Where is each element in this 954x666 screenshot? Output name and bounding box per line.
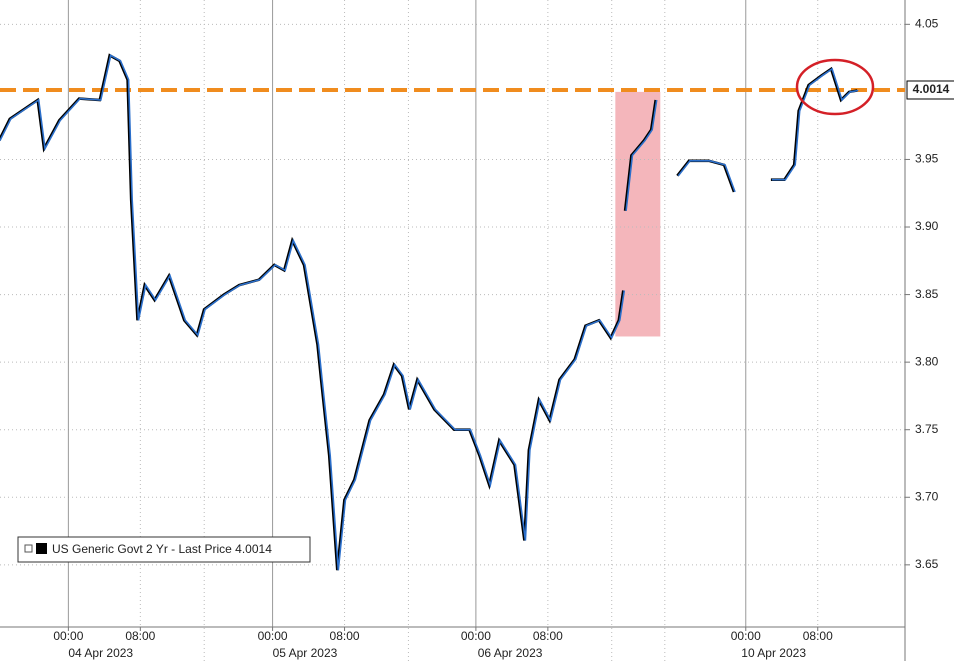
legend-label: US Generic Govt 2 Yr - Last Price 4.0014 bbox=[52, 542, 272, 556]
x-tick-label: 08:00 bbox=[125, 629, 155, 643]
date-label: 10 Apr 2023 bbox=[741, 646, 806, 660]
last-price-tag bbox=[906, 80, 954, 100]
legend: US Generic Govt 2 Yr - Last Price 4.0014 bbox=[17, 536, 311, 563]
x-tick-label: 00:00 bbox=[53, 629, 83, 643]
y-tick-label: 3.95 bbox=[915, 152, 939, 166]
x-tick-label: 08:00 bbox=[330, 629, 360, 643]
date-label: 05 Apr 2023 bbox=[273, 646, 338, 660]
x-tick-label: 00:00 bbox=[731, 629, 761, 643]
legend-box bbox=[17, 536, 311, 563]
legend-swatch bbox=[36, 543, 47, 554]
price-line bbox=[0, 54, 859, 571]
annotation-circle bbox=[795, 58, 875, 116]
y-tick-label: 3.65 bbox=[915, 557, 939, 571]
y-tick-label: 3.85 bbox=[915, 287, 939, 301]
y-tick-label: 3.90 bbox=[915, 219, 939, 233]
x-tick-label: 08:00 bbox=[803, 629, 833, 643]
x-tick-label: 08:00 bbox=[533, 629, 563, 643]
x-tick-label: 00:00 bbox=[461, 629, 491, 643]
last-price-label: 4.0014 bbox=[913, 82, 950, 96]
y-tick-label: 3.75 bbox=[915, 422, 939, 436]
y-tick-label: 3.80 bbox=[915, 354, 939, 368]
date-label: 06 Apr 2023 bbox=[478, 646, 543, 660]
legend-checkbox[interactable] bbox=[24, 544, 33, 553]
x-tick-label: 00:00 bbox=[258, 629, 288, 643]
date-label: 04 Apr 2023 bbox=[68, 646, 133, 660]
y-tick-label: 4.05 bbox=[915, 16, 939, 30]
y-tick-label: 3.70 bbox=[915, 489, 939, 503]
